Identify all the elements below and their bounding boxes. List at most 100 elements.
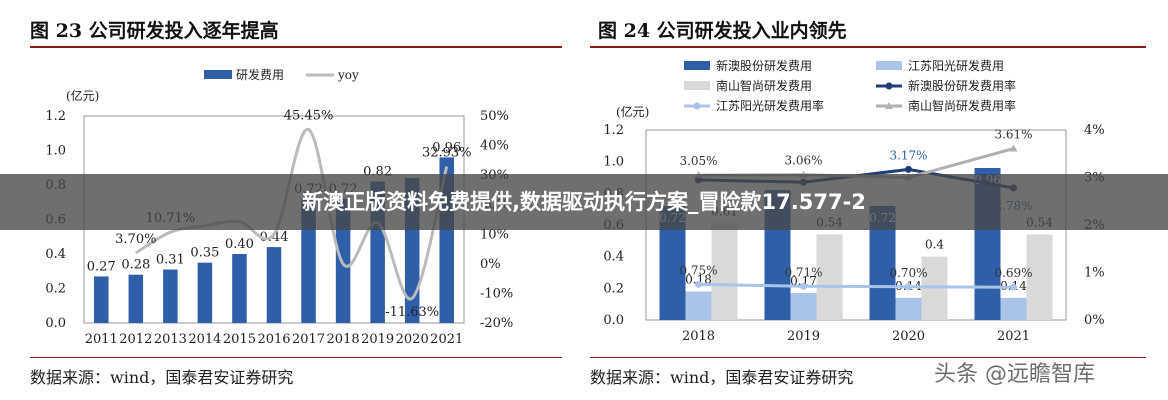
bar-nanshan-rd — [1026, 234, 1053, 320]
left-source: 数据来源：wind，国泰君安证券研究 — [30, 368, 294, 387]
bar-value-label: 0.17 — [790, 274, 817, 288]
bar-rd-expense — [197, 262, 213, 323]
line-jiangsu-rate-point — [1010, 283, 1017, 291]
legend-label: 江苏阳光研发费用率 — [716, 98, 824, 113]
right-source-rule — [590, 357, 1146, 358]
legend-label: 研发费用 — [236, 67, 284, 82]
right-y-tick: 4% — [1084, 123, 1105, 138]
legend-swatch-rd-expense — [204, 70, 232, 79]
rate-value-label: 0.70% — [889, 266, 927, 280]
left-y-tick: 0.2 — [603, 281, 624, 296]
left-y-tick: 0.0 — [45, 316, 66, 331]
line-jiangsu-rate-point — [695, 280, 702, 288]
left-y-tick: 0.4 — [45, 247, 66, 262]
yoy-value-label: 3.70% — [115, 232, 156, 247]
bar-jiangsu-rd — [790, 293, 817, 320]
watermark: 头条 @远瞻智库 — [934, 362, 1095, 387]
bar-value-label: 0.96 — [432, 140, 461, 155]
yoy-value-label: 45.45% — [284, 108, 334, 123]
line-jiangsu-rate-point — [800, 282, 807, 290]
bar-value-label: 0.44 — [260, 230, 289, 245]
line-xinao-rate-point — [905, 165, 912, 173]
bar-jiangsu-rd — [895, 297, 922, 320]
bar-rd-expense — [266, 247, 282, 323]
x-tick-label: 2015 — [223, 332, 256, 347]
bar-value-label: 0.28 — [121, 258, 150, 273]
left-unit-label: (亿元) — [66, 88, 99, 103]
right-y-tick: 50% — [480, 109, 509, 124]
right-y-tick: 0% — [1084, 313, 1105, 328]
bar-value-label: 0.40 — [225, 237, 254, 252]
right-y-tick: -10% — [480, 286, 513, 301]
x-tick-label: 2016 — [257, 332, 290, 347]
legend-marker — [885, 102, 893, 109]
overlay-banner — [0, 174, 1168, 230]
bar-rd-expense — [163, 269, 178, 323]
rate-value-label: 3.61% — [994, 128, 1032, 142]
bar-rd-expense — [94, 276, 109, 323]
right-y-tick: -20% — [480, 316, 513, 331]
x-tick-label: 2020 — [892, 329, 925, 344]
x-tick-label: 2020 — [396, 332, 429, 347]
line-jiangsu-rate-point — [905, 283, 912, 291]
legend-marker — [693, 102, 701, 110]
x-tick-label: 2021 — [997, 329, 1030, 344]
legend-label: 南山智尚研发费用 — [716, 78, 812, 93]
x-tick-label: 2012 — [119, 332, 152, 347]
left-y-tick: 0.4 — [603, 250, 624, 265]
rate-value-label: 0.69% — [994, 266, 1032, 280]
x-tick-label: 2011 — [85, 332, 118, 347]
left-title-rule — [30, 46, 562, 48]
overlay-banner-text: 新澳正版资料免费提供,数据驱动执行方案_冒险款17.577-2 — [302, 190, 866, 214]
yoy-value-label: -11.63% — [385, 305, 439, 320]
left-y-tick: 1.2 — [603, 123, 624, 138]
right-source: 数据来源：wind，国泰君安证券研究 — [590, 368, 854, 387]
x-tick-label: 2013 — [154, 332, 187, 347]
legend-swatch — [684, 81, 710, 90]
left-y-tick: 0.0 — [603, 313, 624, 328]
left-y-tick: 1.0 — [603, 155, 624, 170]
legend-label: 新澳股份研发费用 — [716, 58, 812, 73]
rate-value-label: 3.06% — [784, 154, 822, 168]
left-source-rule — [30, 357, 562, 358]
x-tick-label: 2018 — [682, 329, 715, 344]
right-y-tick: 0% — [480, 257, 501, 272]
bar-nanshan-rd — [711, 223, 738, 320]
left-chart-title: 图 23 公司研发投入逐年提高 — [30, 20, 279, 42]
bar-value-label: 0.35 — [190, 246, 219, 261]
right-chart-title: 图 24 公司研发投入业内领先 — [598, 20, 847, 42]
right-unit-label: (亿元) — [616, 104, 649, 119]
x-tick-label: 2014 — [188, 332, 221, 347]
rate-value-label: 3.17% — [889, 148, 927, 162]
legend-swatch — [876, 61, 902, 70]
legend-marker — [885, 82, 893, 90]
rate-value-label: 3.05% — [679, 154, 717, 168]
x-tick-label: 2021 — [430, 332, 463, 347]
right-y-tick: 1% — [1084, 266, 1105, 281]
bar-nanshan-rd — [816, 234, 843, 320]
bar-value-label: 0.27 — [87, 259, 116, 274]
x-tick-label: 2019 — [361, 332, 394, 347]
right-y-tick: 40% — [480, 139, 509, 154]
right-title-rule — [590, 46, 1146, 48]
left-y-tick: 0.2 — [45, 282, 66, 297]
left-y-tick: 1.2 — [45, 109, 66, 124]
bar-rd-expense — [232, 254, 247, 323]
x-tick-label: 2019 — [787, 329, 820, 344]
yoy-value-label: 32.93% — [422, 145, 472, 160]
line-jiangsu-rate — [698, 282, 1014, 289]
legend-label: 江苏阳光研发费用 — [908, 58, 1004, 73]
legend-swatch — [684, 61, 710, 70]
left-y-tick: 1.0 — [45, 144, 66, 159]
bar-value-label: 0.4 — [925, 238, 944, 252]
legend-label: yoy — [337, 68, 359, 82]
legend-label: 南山智尚研发费用率 — [908, 98, 1016, 113]
line-nanshan-rate-point — [1009, 144, 1018, 152]
x-tick-label: 2018 — [327, 332, 360, 347]
rate-value-label: 0.75% — [679, 263, 717, 277]
right-y-tick: 10% — [480, 227, 509, 242]
rate-value-label: 0.71% — [784, 265, 822, 279]
bar-jiangsu-rd — [1000, 297, 1027, 320]
bar-value-label: 0.31 — [156, 253, 185, 268]
bar-jiangsu-rd — [685, 291, 712, 320]
